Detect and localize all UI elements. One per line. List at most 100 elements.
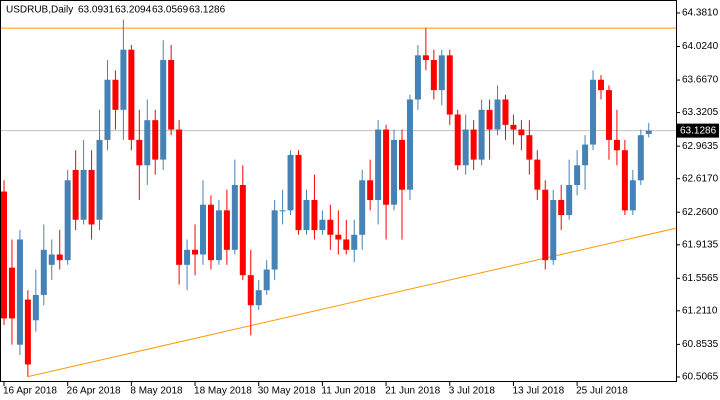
y-tick-label: 62.9635 (682, 141, 719, 152)
candle-body (104, 79, 111, 140)
candle-body (550, 200, 557, 261)
candle-body (64, 180, 71, 261)
candle-body (454, 114, 461, 166)
candle-body (136, 139, 143, 166)
candle-body (558, 200, 565, 216)
candle-body (112, 79, 119, 110)
x-tick-label: 8 May 2018 (130, 386, 183, 397)
candle-body (367, 180, 374, 201)
candle-body (327, 219, 334, 235)
candle-body (343, 239, 350, 250)
candle-body (375, 129, 382, 201)
candle-body (263, 269, 270, 291)
candle-body (120, 49, 127, 110)
candle-body (391, 139, 398, 205)
candle-body (438, 55, 445, 91)
candle-body (56, 254, 63, 261)
candle-body (494, 99, 501, 130)
candle-body (16, 239, 23, 345)
candle-body (303, 200, 310, 231)
candle-body (574, 165, 581, 185)
candle-body (486, 109, 493, 130)
candle-body (502, 99, 509, 125)
candle-body (542, 189, 549, 261)
candle-body (8, 267, 15, 319)
x-tick-label: 11 Jun 2018 (321, 386, 376, 397)
candle-body (422, 55, 429, 61)
candle-body (566, 184, 573, 216)
ohlc-high: 63.2094 (115, 5, 152, 16)
candle-body (88, 169, 95, 225)
candle-body (605, 90, 612, 140)
ohlc-low: 63.0569 (152, 5, 189, 16)
candle-body (192, 249, 199, 255)
candle-body (223, 210, 230, 250)
candle-body (215, 210, 222, 261)
candle-body (335, 234, 342, 240)
y-tick-label: 62.6170 (682, 173, 719, 184)
candle-body (590, 79, 597, 145)
y-tick-label: 62.2600 (682, 207, 719, 218)
candle-body (629, 180, 636, 211)
x-tick-label: 13 Jul 2018 (512, 386, 564, 397)
candle-body (80, 169, 87, 220)
x-tick-label: 25 Jul 2018 (576, 386, 628, 397)
candle-body (279, 210, 286, 212)
candle-body (32, 294, 39, 321)
candle-body (414, 55, 421, 100)
candle-body (184, 249, 191, 265)
y-tick-label: 60.5065 (682, 372, 719, 383)
x-tick-label: 18 May 2018 (194, 386, 252, 397)
trendline (27, 227, 676, 378)
x-tick-label: 16 Apr 2018 (3, 386, 57, 397)
candle-body (598, 79, 604, 91)
candle-body (621, 150, 628, 211)
current-price-label: 63.1286 (680, 125, 717, 136)
candle-body (247, 275, 254, 306)
candle-body (470, 129, 477, 160)
candle-body (239, 184, 246, 276)
current-price-box (677, 123, 719, 138)
x-tick-label: 26 Apr 2018 (67, 386, 121, 397)
candle-body (526, 135, 533, 160)
ohlc-close: 63.1286 (189, 5, 226, 16)
candle-body (399, 139, 405, 190)
ohlc-open: 63.0931 (78, 5, 115, 16)
x-tick-label: 30 May 2018 (258, 386, 316, 397)
y-tick-label: 63.3205 (682, 107, 719, 118)
candle-body (446, 55, 453, 115)
candle-body (462, 129, 469, 166)
y-tick-label: 60.8535 (682, 339, 719, 350)
candle-body (637, 135, 644, 181)
candle-body (478, 109, 485, 160)
candle-body (96, 139, 103, 220)
candle-body (295, 154, 302, 231)
y-tick-label: 64.0240 (682, 41, 719, 52)
candle-body (200, 204, 206, 255)
y-tick-label: 61.9135 (682, 239, 719, 250)
candle-body (351, 234, 358, 250)
x-tick-label: 21 Jun 2018 (385, 386, 440, 397)
candle-body (160, 60, 167, 160)
candle-body (518, 129, 525, 136)
y-tick-label: 63.6670 (682, 75, 719, 86)
candle-body (383, 129, 390, 205)
candle-body (207, 204, 214, 261)
candle-body (430, 60, 437, 91)
y-tick-label: 61.5565 (682, 273, 719, 284)
candle-body (311, 200, 318, 231)
candle-body (128, 49, 135, 140)
y-tick-label: 64.3810 (682, 8, 719, 19)
candle-body (168, 60, 175, 130)
candle-body (406, 99, 413, 190)
candle-body (645, 130, 652, 134)
candle-body (231, 184, 238, 250)
candle-body (1, 191, 7, 319)
candle-body (510, 124, 517, 130)
candle-body (24, 299, 31, 365)
candle-body (40, 249, 47, 295)
candle-body (534, 159, 541, 190)
candle-body (144, 120, 151, 166)
candle-body (271, 210, 278, 270)
